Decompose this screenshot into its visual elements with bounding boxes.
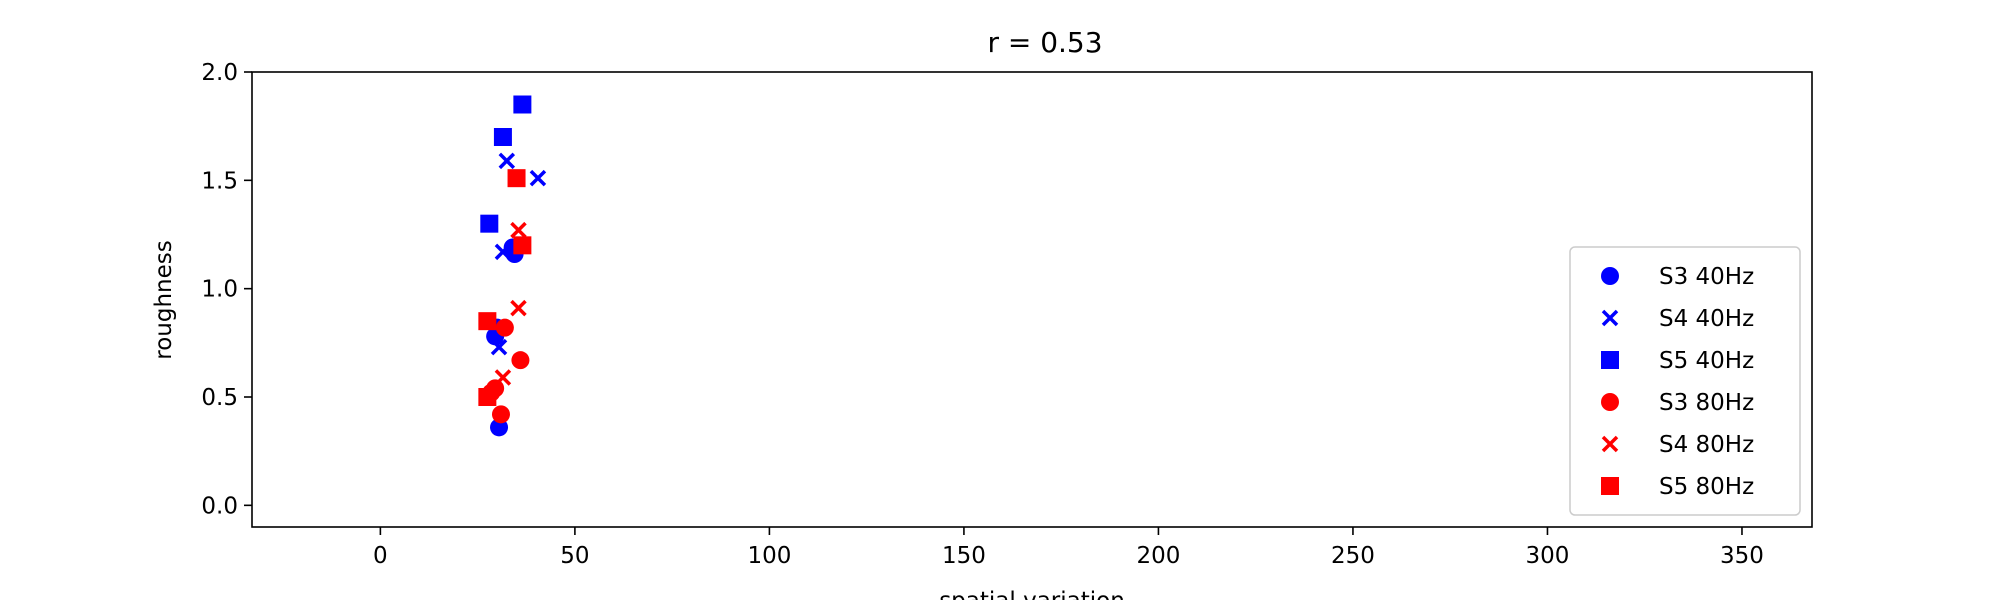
y-axis-label: roughness [151, 240, 177, 359]
data-point [493, 128, 512, 146]
legend-marker [1601, 435, 1619, 453]
y-tick-label: 2.0 [201, 60, 238, 86]
series-s4-80hz [494, 221, 527, 386]
x-tick-label: 100 [747, 543, 791, 569]
data-point [510, 299, 527, 317]
data-point [478, 312, 497, 331]
axes-frame [251, 71, 1813, 528]
legend-label: S3 80Hz [1659, 390, 1754, 416]
data-point [494, 369, 512, 386]
chart-title: r = 0.53 [987, 26, 1102, 59]
series-s5-80hz [478, 169, 532, 406]
data-point [510, 221, 527, 239]
legend-label: S5 40Hz [1659, 348, 1754, 374]
data-point [491, 405, 510, 424]
data-point [495, 318, 514, 337]
legend-marker [1601, 267, 1619, 285]
data-point [513, 95, 532, 114]
data-point [494, 243, 512, 261]
data-point [513, 236, 532, 255]
data-point [490, 338, 508, 356]
x-tick-label: 200 [1136, 543, 1180, 569]
x-axis: 0 50 100 150 200 250 300 350 [373, 527, 1764, 569]
x-tick-label: 150 [942, 543, 986, 569]
legend-item: S5 40Hz [1601, 348, 1754, 374]
legend-marker [1601, 477, 1619, 495]
legend: S3 40Hz S4 40Hz S5 40Hz S3 80Hz S4 80Hz S5 80… [1569, 246, 1801, 516]
y-tick-label: 0.5 [201, 385, 238, 411]
legend-label: S5 80Hz [1659, 474, 1754, 500]
plot-area [478, 95, 547, 437]
x-tick-label: 50 [560, 543, 589, 569]
series-s4-40hz [490, 152, 547, 356]
data-point [478, 388, 497, 406]
legend-label: S4 80Hz [1659, 432, 1754, 458]
legend-item: S5 80Hz [1601, 474, 1754, 500]
y-tick-label: 1.0 [201, 277, 238, 303]
x-tick-label: 300 [1526, 543, 1570, 569]
x-axis-label: spatial variation [939, 588, 1125, 600]
x-tick-label: 350 [1720, 543, 1764, 569]
y-tick-label: 1.5 [201, 168, 238, 194]
legend-label: S4 40Hz [1659, 306, 1754, 332]
data-point [480, 214, 499, 233]
y-axis: 0.0 0.5 1.0 1.5 2.0 [201, 60, 252, 519]
legend-item: S3 80Hz [1601, 390, 1754, 416]
data-point [498, 152, 516, 170]
series-s5-40hz [480, 95, 532, 233]
legend-item: S4 80Hz [1601, 432, 1754, 458]
legend-box [1569, 246, 1801, 516]
legend-item: S3 40Hz [1601, 264, 1754, 290]
data-point [511, 351, 530, 370]
x-tick-label: 0 [373, 543, 388, 569]
legend-label: S3 40Hz [1659, 264, 1754, 290]
data-point [529, 169, 547, 187]
x-tick-label: 250 [1331, 543, 1375, 569]
legend-marker [1601, 393, 1619, 411]
legend-item: S4 40Hz [1601, 306, 1754, 332]
data-point [507, 169, 526, 188]
legend-marker [1601, 351, 1619, 369]
legend-marker [1601, 309, 1619, 327]
y-tick-label: 0.0 [201, 493, 238, 519]
